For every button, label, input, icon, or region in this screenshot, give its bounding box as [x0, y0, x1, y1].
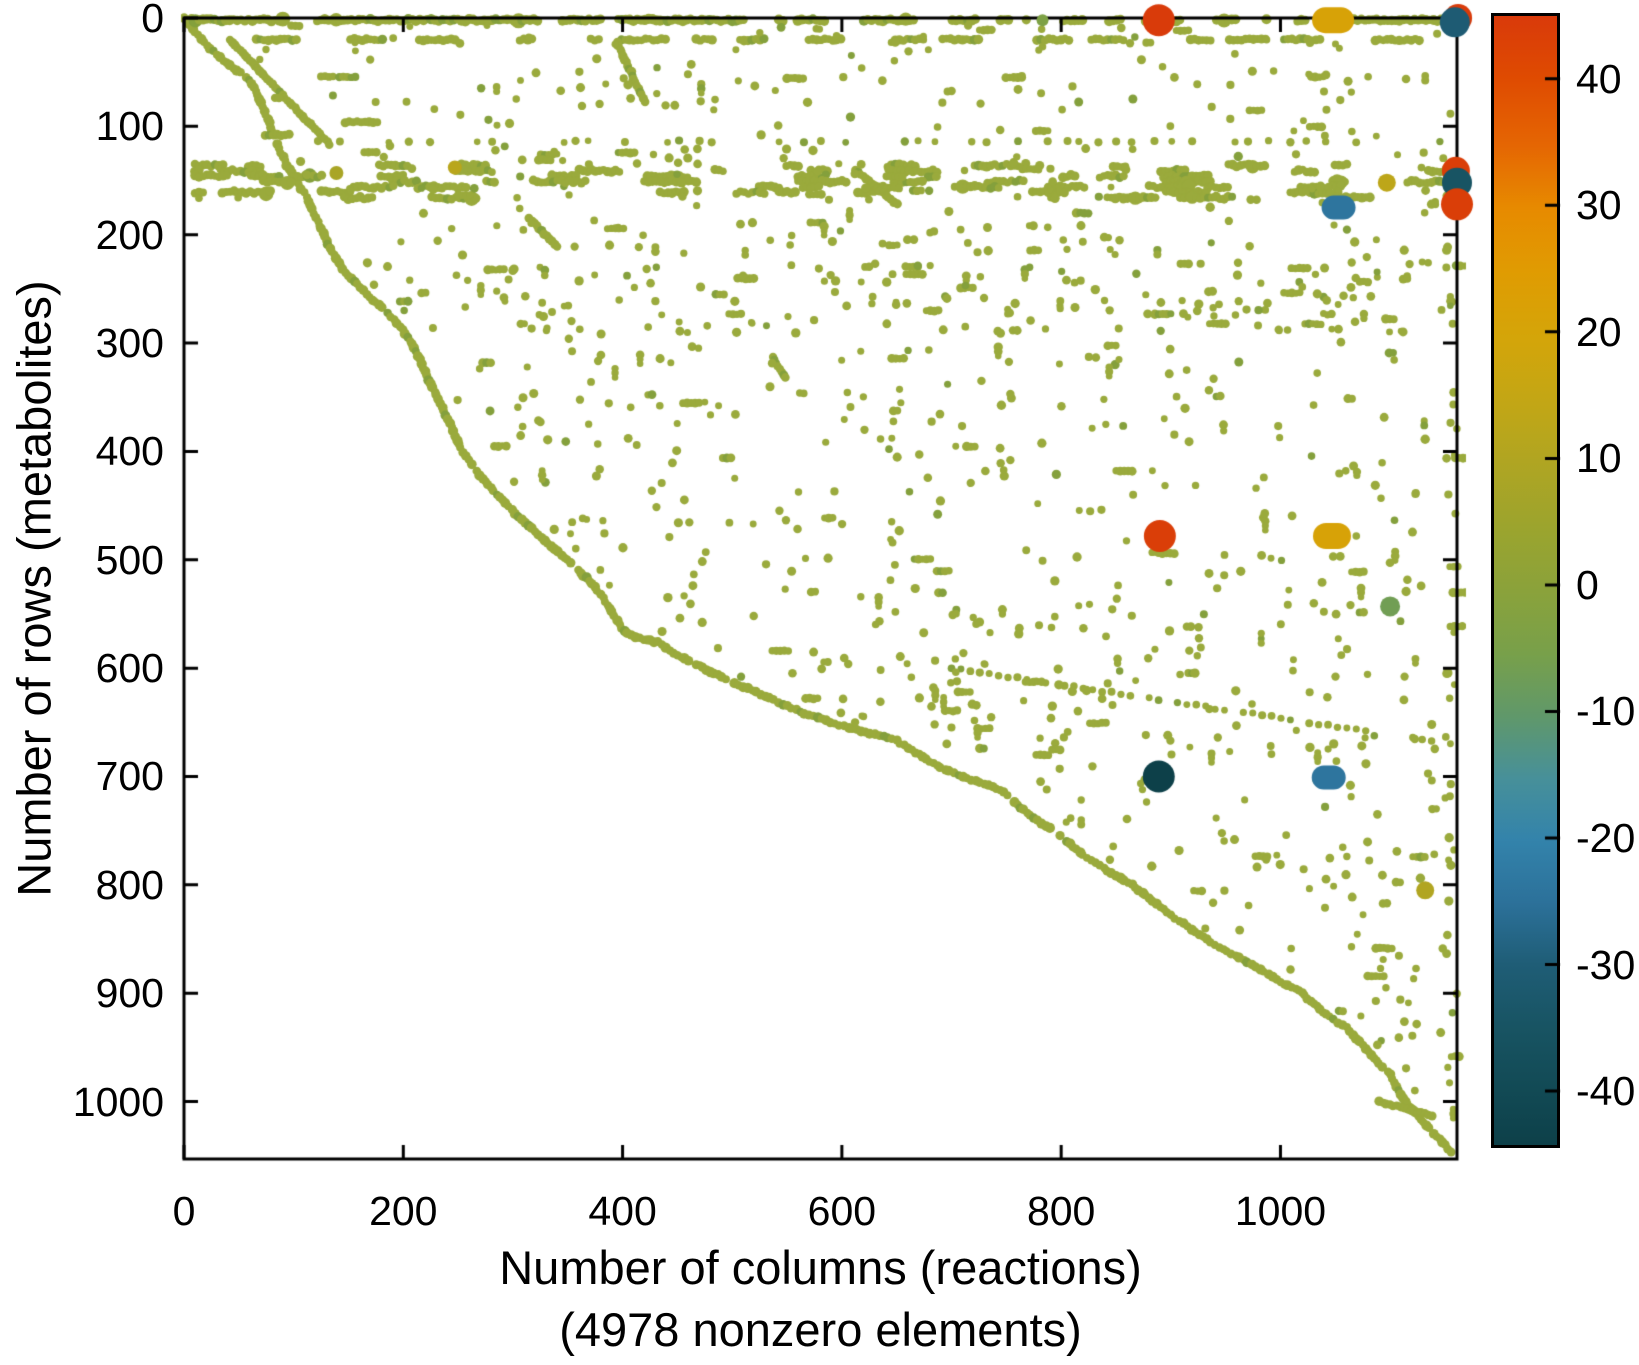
x-tick-label-800: 800 [1026, 1188, 1096, 1234]
x-tick-label-0: 0 [172, 1188, 196, 1234]
y-tick-label-0: 0 [141, 0, 164, 41]
colorbar-tick-label-40: 40 [1576, 55, 1622, 102]
colorbar-tick-label-20: 20 [1576, 308, 1622, 355]
colorbar-tick-label--20: -20 [1576, 814, 1636, 861]
y-axis-label: Number of rows (metabolites) [7, 279, 61, 897]
x-axis-label: Number of columns (reactions) [499, 1241, 1142, 1294]
y-tick-label-400: 400 [95, 428, 164, 475]
colorbar-tick-label-10: 10 [1576, 435, 1622, 482]
x-tick-label-200: 200 [369, 1188, 438, 1234]
colorbar-tick-label-30: 30 [1576, 182, 1622, 229]
y-tick-label-200: 200 [95, 211, 164, 258]
y-tick-label-500: 500 [95, 536, 164, 583]
y-tick-label-900: 900 [95, 970, 164, 1017]
x-axis-sublabel: (4978 nonzero elements) [559, 1303, 1082, 1356]
colorbar-tick-label-0: 0 [1576, 561, 1599, 608]
colorbar-tick-label--10: -10 [1576, 688, 1636, 735]
y-tick-label-100: 100 [95, 103, 164, 150]
x-tick-label-1000: 1000 [1234, 1188, 1327, 1234]
y-tick-label-600: 600 [95, 645, 164, 692]
x-tick-label-600: 600 [807, 1188, 877, 1234]
y-tick-label-1000: 1000 [72, 1078, 164, 1125]
y-tick-label-300: 300 [95, 320, 164, 367]
y-tick-label-700: 700 [95, 753, 164, 800]
colorbar-tick-label--40: -40 [1576, 1068, 1636, 1115]
colorbar-tick-label--30: -30 [1576, 941, 1636, 988]
y-tick-label-800: 800 [95, 861, 164, 908]
x-tick-label-400: 400 [588, 1188, 657, 1234]
